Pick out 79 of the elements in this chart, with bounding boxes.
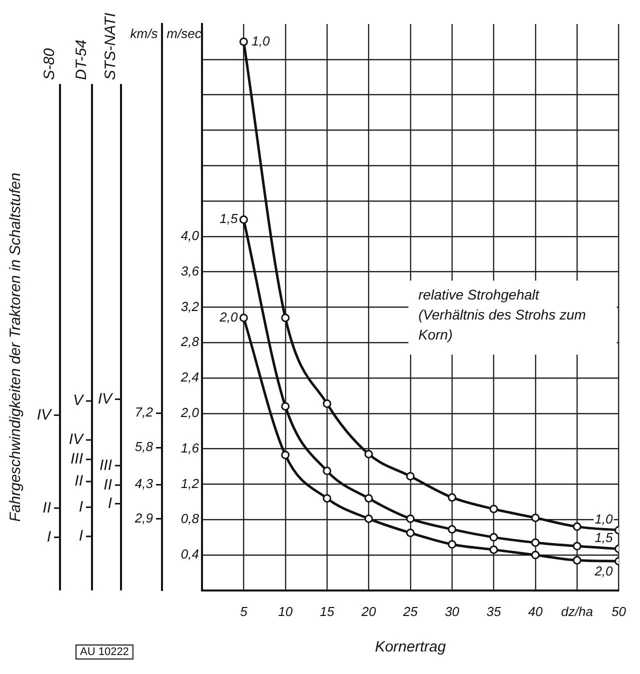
point bbox=[572, 542, 582, 550]
y-axis-title: m/sec bbox=[166, 26, 202, 42]
point bbox=[489, 504, 498, 514]
x-tick-label: 40 bbox=[528, 604, 544, 619]
text: III bbox=[99, 456, 112, 474]
y-tick-label: 2,4 bbox=[180, 370, 199, 385]
y-tick-label: 3,6 bbox=[180, 263, 200, 278]
y2-tick-label: 5,8 bbox=[134, 439, 154, 454]
point bbox=[531, 514, 540, 522]
text: Fahrgeschwindigkeiten der Traktoren in Schaltstufen bbox=[7, 172, 24, 522]
x-tick-label: 10 bbox=[278, 604, 294, 619]
text: II bbox=[104, 476, 112, 494]
point bbox=[364, 450, 373, 458]
point bbox=[448, 493, 456, 502]
y-tick-label: 1,6 bbox=[180, 440, 200, 456]
point bbox=[448, 525, 456, 534]
text: AU 10222 bbox=[80, 646, 129, 658]
point bbox=[489, 545, 498, 554]
text: 2,0 bbox=[220, 309, 238, 324]
point bbox=[406, 472, 415, 480]
y-tick-label: 3,2 bbox=[180, 298, 200, 314]
text: IV bbox=[68, 431, 85, 448]
y-tick-label: 2,8 bbox=[180, 334, 200, 350]
text: STS-NATI bbox=[102, 12, 120, 80]
text: V bbox=[72, 392, 85, 410]
x-axis-title: Kornertrag bbox=[374, 638, 446, 656]
series-label: 2,0 bbox=[594, 563, 614, 578]
text: I bbox=[78, 528, 83, 545]
y-tick-label: 1,2 bbox=[180, 476, 200, 491]
y2-tick-label: 2,9 bbox=[134, 510, 153, 526]
y2-axis-title: km/s bbox=[130, 26, 158, 42]
text: I bbox=[108, 494, 112, 512]
point bbox=[572, 556, 582, 565]
text: III bbox=[70, 450, 83, 468]
point bbox=[281, 402, 290, 411]
point bbox=[281, 450, 290, 460]
point bbox=[322, 494, 332, 503]
point bbox=[406, 528, 415, 538]
text: II bbox=[74, 472, 83, 490]
text: IV bbox=[36, 406, 53, 424]
point bbox=[489, 533, 498, 542]
series-label: 1,5 bbox=[594, 530, 614, 545]
point bbox=[572, 522, 582, 531]
point bbox=[448, 540, 456, 549]
text: IV bbox=[98, 390, 114, 408]
point bbox=[406, 514, 415, 523]
y-tick-label: 0,8 bbox=[180, 511, 200, 526]
point bbox=[322, 399, 332, 408]
x-tick-label: 30 bbox=[444, 604, 460, 619]
point bbox=[322, 466, 332, 476]
y2-tick-label: 7,2 bbox=[134, 404, 154, 420]
point bbox=[239, 215, 248, 224]
x-tick-label: 50 bbox=[612, 604, 627, 619]
x-tick-label: 5 bbox=[240, 604, 248, 619]
y-tick-label: 2,0 bbox=[180, 405, 200, 420]
point bbox=[531, 550, 540, 560]
text: I bbox=[78, 498, 83, 516]
text: I bbox=[46, 528, 51, 546]
y2-tick-label: 4,3 bbox=[134, 476, 154, 492]
x-tick-label: dz/ha bbox=[561, 604, 593, 619]
x-tick-label: 25 bbox=[402, 604, 418, 619]
legend-title: relative Strohgehalt (Verhältnis des Strohs zum Korn) bbox=[418, 286, 586, 343]
point bbox=[239, 37, 248, 46]
text: II bbox=[42, 499, 51, 516]
text: 1,5 bbox=[220, 211, 238, 226]
text: S-80 bbox=[41, 48, 58, 80]
series-label: 1,0 bbox=[594, 511, 614, 526]
y-tick-label: 4,0 bbox=[180, 228, 200, 244]
point bbox=[531, 538, 540, 547]
x-tick-label: 15 bbox=[320, 604, 336, 619]
text: DT-54 bbox=[73, 40, 90, 80]
x-tick-label: 20 bbox=[360, 604, 377, 619]
point bbox=[364, 494, 373, 503]
point bbox=[281, 314, 290, 322]
point bbox=[364, 514, 373, 523]
text: 1,0 bbox=[252, 33, 270, 48]
point bbox=[239, 314, 248, 322]
x-tick-label: 35 bbox=[486, 604, 502, 619]
y-tick-label: 0,4 bbox=[180, 546, 199, 562]
